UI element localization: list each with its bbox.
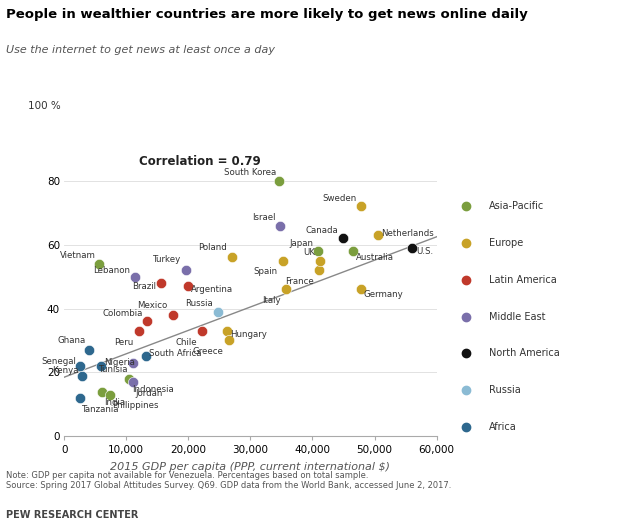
Text: South Korea: South Korea [223,169,276,177]
Text: Colombia: Colombia [102,309,143,318]
Point [275,221,285,230]
Point [75,394,85,402]
Text: Indonesia: Indonesia [132,386,174,394]
Point [84,346,94,354]
Point [94,260,104,268]
Point [313,247,323,255]
Text: Greece: Greece [193,347,223,356]
Point [182,282,193,290]
Point [197,327,207,335]
Point [356,202,367,211]
Text: Spain: Spain [254,268,278,276]
Text: Hungary: Hungary [230,330,267,338]
Text: Lebanon: Lebanon [93,266,130,275]
Text: Israel: Israel [252,213,275,222]
Point [128,359,138,367]
Text: South Africa: South Africa [149,349,202,358]
Text: Asia-Pacific: Asia-Pacific [489,202,544,211]
Text: Chile: Chile [175,338,197,346]
Text: Use the internet to get news at least once a day: Use the internet to get news at least on… [6,45,275,55]
Text: Jordan: Jordan [135,389,162,397]
Text: Mexico: Mexico [137,301,168,310]
Text: Philippines: Philippines [112,402,159,410]
Text: Netherlands: Netherlands [381,229,434,238]
Text: Correlation = 0.79: Correlation = 0.79 [139,155,261,168]
Point [356,285,366,294]
Text: North America: North America [489,348,559,358]
Text: Nigeria: Nigeria [104,359,135,367]
Text: Vietnam: Vietnam [60,252,96,260]
Point [338,234,349,243]
Point [168,311,178,319]
Point [156,279,166,287]
Point [221,327,232,335]
Point [128,378,138,386]
Text: Turkey: Turkey [153,255,181,263]
Text: Tanzania: Tanzania [82,405,119,413]
Text: 100 %: 100 % [28,101,60,111]
Text: France: France [286,277,315,286]
Text: U.S.: U.S. [416,247,433,255]
Text: UK: UK [303,248,315,257]
Point [348,247,358,255]
Point [277,256,288,265]
Point [281,285,291,294]
Text: Canada: Canada [306,226,338,235]
Text: Japan: Japan [289,239,313,247]
Point [134,327,144,335]
Point [180,266,191,275]
X-axis label: 2015 GDP per capita (PPP, current international $): 2015 GDP per capita (PPP, current intern… [110,462,390,472]
Point [314,266,324,275]
Point [315,256,325,265]
Point [227,253,237,262]
Point [273,177,284,185]
Text: PEW RESEARCH CENTER: PEW RESEARCH CENTER [6,510,139,520]
Point [77,371,87,380]
Point [105,390,116,399]
Text: Australia: Australia [356,253,394,262]
Text: Brazil: Brazil [132,282,156,290]
Point [97,387,107,396]
Text: Poland: Poland [198,244,227,252]
Text: Germany: Germany [364,290,404,298]
Text: Russia: Russia [186,300,213,308]
Text: Kenya: Kenya [53,367,79,375]
Point [124,375,135,383]
Point [74,362,85,370]
Point [130,272,140,281]
Text: People in wealthier countries are more likely to get news online daily: People in wealthier countries are more l… [6,8,528,21]
Point [96,362,106,370]
Text: Latin America: Latin America [489,275,557,285]
Text: Tunisia: Tunisia [99,365,128,373]
Point [223,336,234,345]
Text: Sweden: Sweden [322,194,356,203]
Text: Italy: Italy [262,296,281,305]
Point [373,231,383,239]
Text: Note: GDP per capita not available for Venezuela. Percentages based on total sam: Note: GDP per capita not available for V… [6,471,452,490]
Point [141,352,152,361]
Text: Africa: Africa [489,422,516,431]
Text: Senegal: Senegal [42,357,76,365]
Text: Russia: Russia [489,385,521,395]
Text: India: India [104,398,125,407]
Text: Peru: Peru [114,338,134,346]
Text: Middle East: Middle East [489,312,545,321]
Text: Argentina: Argentina [191,285,233,294]
Point [143,317,153,326]
Point [407,244,417,252]
Text: Europe: Europe [489,238,523,248]
Point [213,307,223,316]
Text: Ghana: Ghana [58,336,86,345]
